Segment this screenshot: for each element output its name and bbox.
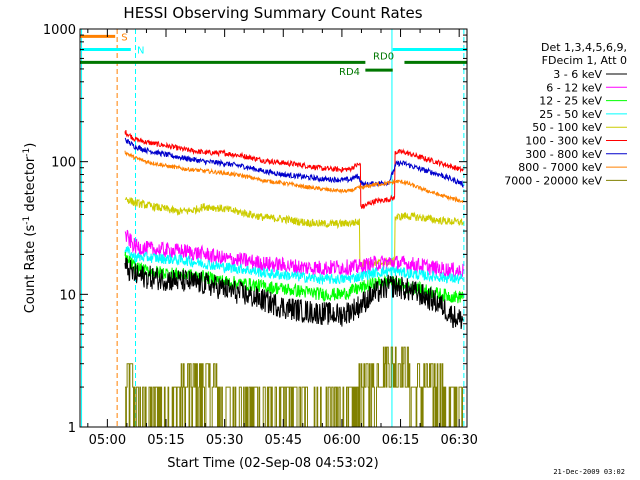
y-tick-label: 10 [59,288,76,303]
flag-label: S [121,32,127,43]
data-layer: SN RD0 RD4 [80,29,467,428]
date-stamp: 21-Dec-2009 03:02 [553,468,625,476]
legend-entry-label: 6 - 12 keV [546,81,602,94]
chart-title: HESSI Observing Summary Count Rates [123,4,422,22]
legend-entry-label: 300 - 800 keV [525,148,602,161]
flag-label: RD4 [339,67,360,78]
legend-entry-label: 25 - 50 keV [539,108,602,121]
legend-entry-label: 800 - 7000 keV [518,161,602,174]
series-line [124,150,464,204]
y-tick-label: 1000 [43,23,76,38]
x-tick-label: 05:00 [89,433,126,448]
y-axis-label-part: ) [23,143,38,148]
legend: Det 1,3,4,5,6,9, FDecim 1, Att 0 3 - 6 k… [504,41,627,187]
series-line [124,137,464,189]
tick-layer: 05:00 05:15 05:30 05:45 06:00 06:15 06:30 1 10 10… [43,23,478,448]
legend-header-line: Det 1,3,4,5,6,9, [541,41,627,54]
series-line [124,197,464,268]
y-axis-label-group: Count Rate (s-1 detector-1) [22,143,38,314]
legend-entry-label: 100 - 300 keV [525,135,602,148]
series-line [124,229,464,280]
y-axis-label: Count Rate (s-1 detector-1) [22,143,38,314]
legend-entry-label: 3 - 6 keV [553,68,602,81]
y-tick-label: 100 [51,156,76,171]
series-line [124,130,464,210]
x-tick-label: 05:15 [147,433,184,448]
flag-label: N [137,46,144,57]
y-axis-label-sup: -1 [22,216,32,225]
legend-entry-label: 50 - 100 keV [532,121,602,134]
series-line [124,246,464,285]
x-tick-label: 06:30 [440,433,477,448]
x-tick-label: 06:15 [382,433,419,448]
y-tick-label: 1 [68,421,76,436]
x-axis-label: Start Time (02-Sep-08 04:53:02) [167,456,378,471]
x-tick-label: 06:00 [323,433,360,448]
legend-header-line: FDecim 1, Att 0 [542,54,627,67]
flag-label: RD0 [373,51,394,62]
legend-entry-label: 7000 - 20000 keV [504,174,602,187]
y-axis-label-part: Count Rate (s [23,225,38,314]
series-line [124,256,464,330]
y-axis-label-sup: -1 [22,148,32,157]
x-tick-label: 05:45 [265,433,302,448]
plot-frame [79,28,468,428]
y-axis-label-part: detector [23,156,38,216]
legend-entry-label: 12 - 25 keV [539,95,602,108]
x-tick-label: 05:30 [206,433,243,448]
